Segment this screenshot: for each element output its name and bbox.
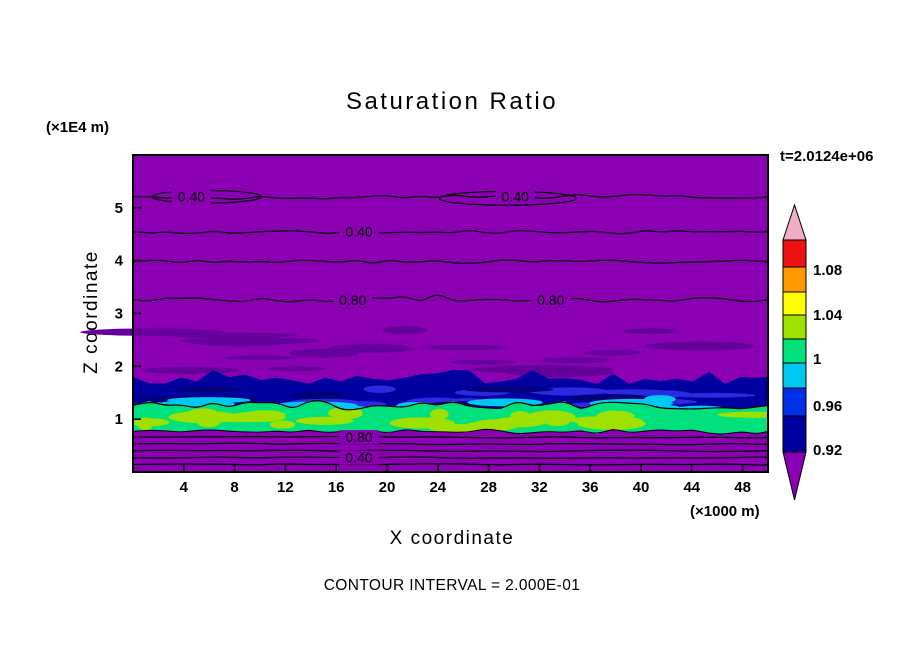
contour-label-gap	[531, 292, 571, 307]
contour-label: 0.80	[345, 429, 372, 445]
colorbar-label: 0.92	[813, 442, 842, 459]
contour-label-gap	[333, 292, 373, 307]
colorbar-segment	[782, 362, 807, 389]
x-tick-label: 40	[633, 479, 650, 496]
field-streak-chartreuse	[717, 411, 768, 418]
contour-label-gap	[495, 189, 535, 204]
y-tick-label: 3	[115, 306, 123, 323]
chart-title: Saturation Ratio	[345, 88, 559, 115]
contour-label: 0.40	[502, 189, 529, 205]
x-tick-label: 8	[230, 479, 238, 496]
colorbar-label: 1.08	[813, 262, 842, 279]
contour-line	[132, 259, 769, 264]
field-streak-chartreuse	[133, 418, 170, 427]
time-label: t=2.0124e+06	[780, 148, 874, 165]
x-tick-label: 24	[429, 479, 446, 496]
field-streak-chartreuse	[430, 408, 449, 420]
colorbar-bottom-tip	[782, 451, 807, 501]
contour-line	[132, 456, 769, 459]
contour-label-gap	[339, 224, 379, 239]
field-streak-chartreuse	[269, 420, 296, 429]
y-tick-label: 4	[115, 253, 124, 270]
colorbar-label: 1	[813, 351, 821, 368]
x-axis-title: X coordinate	[389, 528, 515, 549]
contour-label-gap	[339, 430, 379, 445]
x-tick-label: 48	[734, 479, 751, 496]
field-streak-chartreuse	[510, 411, 531, 420]
contour-label: 0.40	[178, 189, 205, 205]
field-streak-chartreuse	[582, 416, 643, 425]
contour-interval-label: CONTOUR INTERVAL = 2.000E-01	[323, 577, 581, 594]
colorbar-segment	[782, 314, 807, 340]
field-streak-chartreuse	[219, 416, 258, 423]
field-streak-dark-purple	[161, 332, 299, 339]
field-streak-blue	[672, 392, 756, 398]
contour-line	[132, 193, 769, 200]
x-tick-label: 28	[480, 479, 497, 496]
contour-line	[132, 442, 769, 446]
y-axis-unit: (×1E4 m)	[46, 119, 109, 136]
field-streak-dark-purple	[180, 337, 320, 345]
field-streak-cyan	[644, 395, 676, 404]
x-tick-label: 36	[582, 479, 599, 496]
band-green-texture	[133, 406, 768, 433]
field-streak-dark-purple	[623, 328, 679, 335]
colorbar-segment	[782, 415, 807, 453]
contour-line	[132, 229, 769, 235]
contour-label-gap	[339, 450, 379, 465]
x-tick-label: 4	[180, 479, 189, 496]
y-tick-label: 2	[115, 358, 123, 375]
x-tick-label: 16	[328, 479, 345, 496]
colorbar-segment	[782, 387, 807, 417]
y-tick-label: 5	[115, 200, 123, 217]
contour-line	[132, 449, 769, 453]
field-streak-dark-purple	[382, 326, 428, 335]
contour-label: 0.40	[345, 224, 372, 240]
colorbar-segment	[782, 338, 807, 364]
contour-line-green-top	[132, 400, 769, 411]
contour-label: 0.80	[537, 292, 564, 308]
x-tick-label: 32	[531, 479, 548, 496]
field-streak-chartreuse	[544, 418, 570, 427]
colorbar-segment	[782, 239, 807, 268]
field-streak-blue	[363, 385, 396, 393]
field-streak-dark-purple	[224, 355, 298, 360]
field-streak-deep-navy	[462, 386, 554, 393]
field-streak-dark-purple	[583, 349, 641, 356]
contour-line-green-bottom	[132, 428, 769, 435]
contour-line	[132, 435, 769, 439]
field-streak-dark-purple	[267, 366, 325, 372]
colorbar-segment	[782, 266, 807, 293]
contour-line	[132, 463, 769, 466]
field-streak-dark-purple	[142, 366, 239, 374]
colorbar-segment	[782, 291, 807, 316]
x-axis-unit: (×1000 m)	[690, 503, 760, 520]
field-streak-dark-purple	[538, 357, 611, 364]
y-tick-label: 1	[115, 411, 123, 428]
field-streak-dark-purple	[419, 344, 508, 351]
contour-line	[132, 294, 769, 303]
field-streak-dark-purple	[450, 359, 516, 365]
field-streak-chartreuse	[429, 423, 482, 433]
colorbar-label: 1.04	[813, 307, 843, 324]
x-tick-label: 44	[683, 479, 700, 496]
x-tick-label: 20	[379, 479, 396, 496]
field-streak-chartreuse	[244, 410, 286, 420]
contour-label: 0.40	[345, 450, 372, 466]
field-streak-dark-purple	[645, 341, 755, 351]
plot-border	[132, 154, 769, 473]
field-streak-chartreuse	[467, 420, 536, 428]
contour-label: 0.80	[339, 292, 366, 308]
field-streak-dark-purple	[470, 365, 613, 374]
colorbar-label: 0.96	[813, 398, 842, 415]
field-streak-dark-purple	[326, 344, 415, 353]
field-streak-deep-navy	[174, 386, 241, 393]
colorbar-top-tip	[782, 203, 807, 241]
x-tick-label: 12	[277, 479, 294, 496]
contour-label-gap	[171, 189, 212, 204]
field-streak-deep-navy	[290, 392, 346, 399]
